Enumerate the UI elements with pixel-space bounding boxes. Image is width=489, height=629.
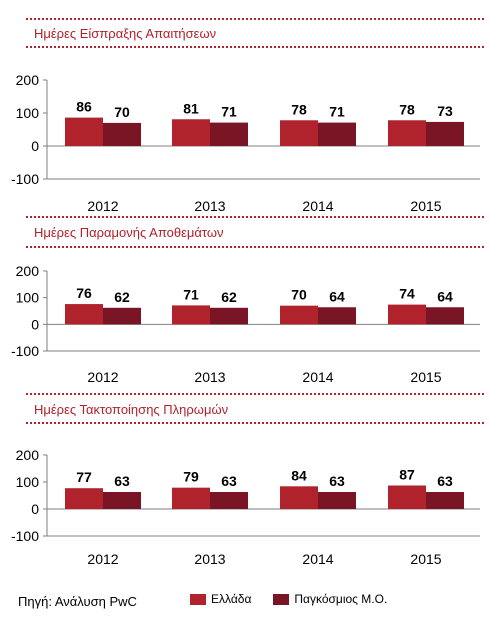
legend: Ελλάδα Παγκόσμιος Μ.Ο.: [190, 592, 409, 606]
bar-greece-2012: [65, 488, 103, 509]
data-label: 62: [114, 289, 130, 305]
y-tick-label: 0: [31, 138, 39, 154]
data-label: 63: [329, 473, 345, 489]
x-tick-label: 2014: [302, 198, 333, 214]
x-tick-label: 2014: [302, 551, 333, 567]
legend-swatch-greece: [190, 593, 206, 605]
legend-item-greece: Ελλάδα: [190, 592, 251, 606]
bar-global-2014: [318, 307, 356, 325]
chart-3: 200 100 0 -100 77 63 2012 79 63 2013 84 63 2014 87 63 2…: [11, 447, 480, 567]
bar-greece-2013: [172, 119, 210, 146]
y-tick-label: 0: [31, 501, 39, 517]
bar-global-2014: [318, 122, 356, 146]
data-label: 71: [221, 104, 237, 120]
data-label: 78: [399, 101, 415, 117]
chart-title-3: Ημέρες Τακτοποίησης Πληρωμών: [34, 402, 229, 417]
bar-global-2013: [210, 122, 248, 146]
legend-item-global: Παγκόσμιος Μ.Ο.: [273, 592, 387, 606]
bar-global-2012: [103, 491, 141, 509]
legend-label-greece: Ελλάδα: [211, 592, 252, 606]
chart-1: 200 100 0 -100 86 70 2012 81 71 2013 78 71 2014 78 73 2…: [11, 72, 480, 214]
data-label: 86: [76, 99, 92, 115]
bar-greece-2013: [172, 487, 210, 509]
x-tick-label: 2013: [194, 551, 225, 567]
y-tick-label: 100: [16, 290, 40, 306]
bar-global-2012: [103, 122, 141, 146]
data-label: 70: [291, 287, 307, 303]
bar-global-2015: [426, 307, 464, 325]
legend-swatch-global: [273, 593, 290, 605]
data-label: 71: [329, 104, 345, 120]
chart-2: 200 100 0 -100 76 62 2012 71 62 2013 70 64 2014 74 64 2…: [11, 263, 480, 385]
data-label: 62: [221, 289, 237, 305]
y-tick-label: -100: [11, 343, 39, 359]
bar-greece-2014: [280, 305, 318, 325]
x-tick-label: 2013: [194, 369, 225, 385]
y-tick-label: -100: [11, 171, 39, 187]
bar-greece-2014: [280, 486, 318, 509]
y-tick-label: 100: [16, 105, 40, 121]
y-tick-label: 200: [16, 72, 40, 88]
data-label: 73: [437, 103, 453, 119]
data-label: 71: [183, 286, 199, 302]
data-label: 78: [291, 101, 307, 117]
x-tick-label: 2015: [410, 369, 441, 385]
data-label: 81: [183, 100, 199, 116]
bar-greece-2012: [65, 304, 103, 325]
legend-label-global: Παγκόσμιος Μ.Ο.: [294, 592, 388, 606]
divider-bottom-1: [26, 46, 484, 48]
data-label: 63: [221, 473, 237, 489]
x-tick-label: 2015: [410, 551, 441, 567]
y-tick-label: 200: [16, 447, 40, 463]
x-tick-label: 2015: [410, 198, 441, 214]
y-tick-label: 0: [31, 316, 39, 332]
bar-global-2015: [426, 491, 464, 509]
data-label: 70: [114, 104, 130, 120]
bar-greece-2015: [388, 120, 426, 146]
bar-global-2013: [210, 307, 248, 325]
bar-greece-2015: [388, 304, 426, 325]
x-tick-label: 2014: [302, 369, 333, 385]
bar-greece-2013: [172, 305, 210, 325]
divider-top-2: [26, 216, 484, 218]
data-label: 64: [437, 288, 453, 304]
bar-greece-2014: [280, 120, 318, 146]
bar-global-2013: [210, 491, 248, 509]
data-label: 63: [114, 473, 130, 489]
divider-top-1: [26, 18, 484, 20]
chart-title-2: Ημέρες Παραμονής Αποθεμάτων: [34, 225, 224, 240]
x-tick-label: 2012: [87, 551, 118, 567]
data-label: 79: [183, 469, 199, 485]
source-note: Πηγή: Ανάλυση PwC: [18, 594, 137, 609]
chart-title-1: Ημέρες Είσπραξης Απαιτήσεων: [34, 26, 217, 41]
data-label: 87: [399, 467, 415, 483]
bar-greece-2015: [388, 485, 426, 509]
divider-bottom-2: [26, 246, 484, 248]
data-label: 64: [329, 288, 345, 304]
data-label: 76: [76, 285, 92, 301]
bar-greece-2012: [65, 117, 103, 146]
data-label: 63: [437, 473, 453, 489]
y-tick-label: 100: [16, 474, 40, 490]
bar-global-2012: [103, 307, 141, 325]
data-label: 84: [291, 467, 307, 483]
data-label: 77: [76, 469, 92, 485]
divider-top-3: [26, 393, 484, 395]
x-tick-label: 2013: [194, 198, 225, 214]
x-tick-label: 2012: [87, 198, 118, 214]
x-tick-label: 2012: [87, 369, 118, 385]
data-label: 74: [399, 286, 415, 302]
y-tick-label: 200: [16, 263, 40, 279]
y-tick-label: -100: [11, 528, 39, 544]
bar-global-2014: [318, 491, 356, 509]
divider-bottom-3: [26, 422, 484, 424]
bar-global-2015: [426, 121, 464, 146]
